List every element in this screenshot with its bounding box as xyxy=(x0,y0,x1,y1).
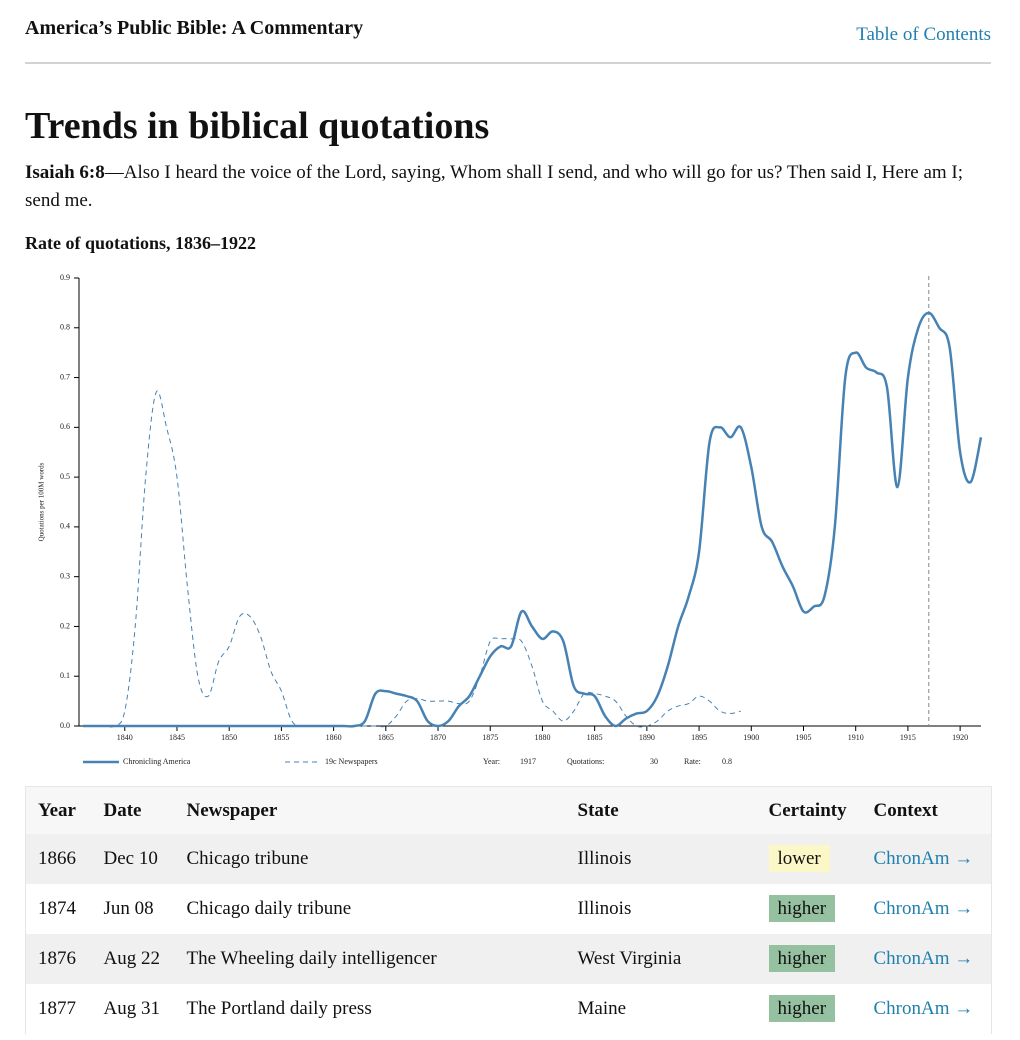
certainty-badge: lower xyxy=(768,845,830,872)
table-row: 1877 Aug 31 The Portland daily press Maine h… xyxy=(25,984,992,1034)
hover-rate: 0.8 xyxy=(722,757,732,766)
column-header: Year xyxy=(25,786,92,834)
y-tick-label: 0.4 xyxy=(60,522,70,531)
column-header: Date xyxy=(91,786,175,834)
table-cell: The Wheeling daily intelligencer xyxy=(174,934,566,984)
table-cell: Illinois xyxy=(565,834,757,884)
certainty-badge: higher xyxy=(768,995,836,1022)
hover-year: 1917 xyxy=(520,757,536,766)
y-tick-label: 0.7 xyxy=(60,372,70,381)
table-cell: West Virginia xyxy=(565,934,757,984)
x-tick-label: 1885 xyxy=(587,733,603,742)
table-cell: ChronAm → xyxy=(861,884,992,934)
y-tick-label: 0.1 xyxy=(60,671,70,680)
table-cell: Chicago daily tribune xyxy=(186,898,352,919)
verse-text: —Also I heard the voice of the Lord, say… xyxy=(25,162,964,211)
series-line xyxy=(83,311,983,728)
chart: 0.0 0.1 0.2 0.3 0.4 0.5 0.6 0.7 0.8 0.9 1840 1845 18… xyxy=(38,273,983,766)
certainty-badge: higher xyxy=(768,895,836,922)
x-tick-label: 1850 xyxy=(221,733,237,742)
hover-rate-label: Rate: xyxy=(684,757,701,766)
y-tick-label: 0.6 xyxy=(60,422,70,431)
certainty-badge: higher xyxy=(768,945,836,972)
x-tick-label: 1870 xyxy=(430,733,446,742)
context-link[interactable]: ChronAm → xyxy=(873,998,974,1019)
toc-link[interactable]: Table of Contents xyxy=(856,24,991,45)
table-cell: Chicago tribune xyxy=(174,834,566,884)
table-cell: ChronAm → xyxy=(861,934,992,984)
y-tick-label: 0.5 xyxy=(60,472,70,481)
table-cell: 1877 xyxy=(25,984,92,1034)
x-tick-label: 1865 xyxy=(378,733,394,742)
table-row: 1874 Jun 08 Chicago daily tribune Illinois h… xyxy=(25,884,992,934)
table-cell: higher xyxy=(757,984,862,1034)
page-title: Trends in biblical quotations xyxy=(25,105,490,147)
x-tick-label: 1880 xyxy=(534,733,550,742)
x-tick-label: 1890 xyxy=(639,733,655,742)
verse-reference: Isaiah 6:8 xyxy=(25,162,105,183)
context-link[interactable]: ChronAm → xyxy=(873,848,974,869)
y-tick-label: 0.0 xyxy=(60,721,70,730)
header-rule xyxy=(25,62,991,64)
x-tick-label: 1895 xyxy=(691,733,707,742)
table-row: 1866 Dec 10 Chicago tribune Illinois lower Ch… xyxy=(25,834,992,884)
table-cell: Dec 10 xyxy=(91,834,175,884)
series-line xyxy=(83,390,741,728)
y-tick-label: 0.8 xyxy=(60,323,70,332)
x-tick-label: 1900 xyxy=(743,733,759,742)
x-tick-label: 1845 xyxy=(169,733,185,742)
table-cell: The Portland daily press xyxy=(186,998,372,1019)
table-cell: Maine xyxy=(577,998,627,1019)
table-cell: Jun 08 xyxy=(103,898,154,919)
table-cell: higher xyxy=(756,934,862,984)
x-tick-label: 1910 xyxy=(848,733,864,742)
x-tick-label: 1855 xyxy=(273,733,289,742)
table-cell: ChronAm → xyxy=(861,984,992,1034)
context-link[interactable]: ChronAm → xyxy=(873,948,974,969)
legend-label: Chronicling America xyxy=(123,757,191,766)
x-tick-label: 1905 xyxy=(795,733,811,742)
legend-label: 19c Newspapers xyxy=(325,757,378,766)
table-body: 1866 Dec 10 Chicago tribune Illinois lower Ch… xyxy=(25,834,992,1034)
hover-quotations-label: Quotations: xyxy=(567,757,604,766)
x-tick-label: 1915 xyxy=(900,733,916,742)
column-header: State xyxy=(565,786,757,834)
hover-year-label: Year: xyxy=(483,757,500,766)
table-cell: lower xyxy=(756,834,862,884)
column-header: Context xyxy=(861,786,992,834)
x-tick-label: 1875 xyxy=(482,733,498,742)
y-tick-label: 0.3 xyxy=(60,571,70,580)
table-header-row: Year Date Newspaper State Certainty Context xyxy=(25,786,992,834)
x-tick-label: 1920 xyxy=(952,733,968,742)
context-link[interactable]: ChronAm → xyxy=(873,898,974,919)
column-header: Certainty xyxy=(756,786,862,834)
table-cell: Aug 22 xyxy=(91,934,175,984)
column-header: Newspaper xyxy=(174,786,566,834)
y-tick-label: 0.9 xyxy=(60,273,70,282)
x-tick-label: 1840 xyxy=(117,733,133,742)
table-cell: 1866 xyxy=(25,834,92,884)
table-cell: 1874 xyxy=(25,884,92,934)
hover-quotations: 30 xyxy=(650,757,658,766)
y-tick-label: 0.2 xyxy=(60,621,70,630)
table-cell: 1876 xyxy=(25,934,92,984)
table-cell: ChronAm → xyxy=(861,834,992,884)
table-cell: higher xyxy=(757,884,862,934)
site-title: America’s Public Bible: A Commentary xyxy=(25,17,364,39)
table-row: 1876 Aug 22 The Wheeling daily intelligenc… xyxy=(25,934,992,984)
x-tick-label: 1860 xyxy=(326,733,342,742)
table-cell: Illinois xyxy=(577,898,632,919)
chart-heading: Rate of quotations, 1836–1922 xyxy=(25,233,257,253)
y-axis-label: Quotations per 100M words xyxy=(38,462,46,541)
quotations-table: Year Date Newspaper State Certainty Context 1… xyxy=(25,786,992,1034)
table-cell: Aug 31 xyxy=(103,998,160,1019)
verse: Isaiah 6:8—Also I heard the voice of the… xyxy=(25,159,991,215)
